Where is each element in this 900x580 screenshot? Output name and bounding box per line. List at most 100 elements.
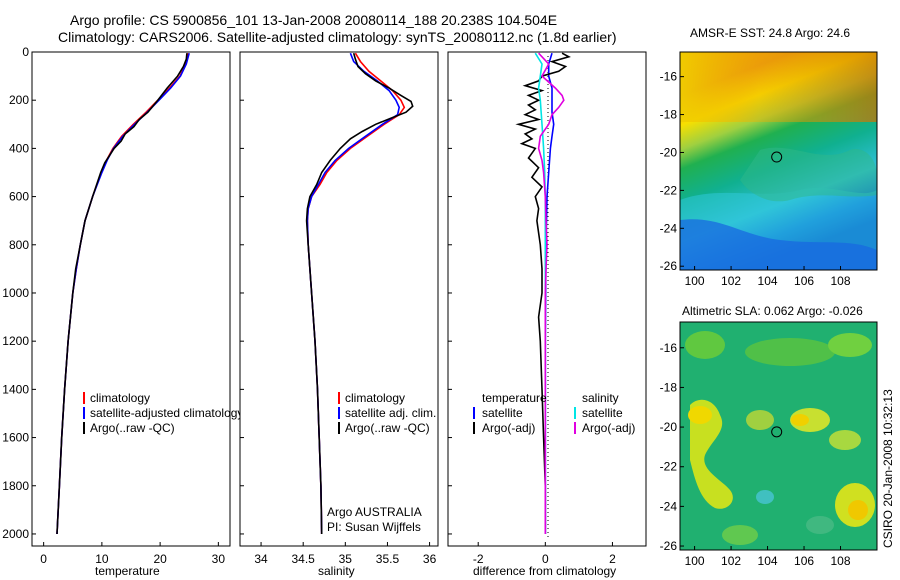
temperature-xlabel: temperature <box>95 564 160 578</box>
difference-panel: -2 0 2 difference from climatology tempera… <box>447 51 647 578</box>
salinity-legend: climatology satellite adj. clim. Argo(..… <box>338 391 436 435</box>
y-tick-label: 1800 <box>2 479 29 493</box>
y-tick-label: 1600 <box>2 431 29 445</box>
difference-xlabel: difference from climatology <box>473 564 616 578</box>
sst-field-warm <box>680 52 877 122</box>
legend-argo: Argo(..raw -QC) <box>90 421 175 435</box>
sla-yellow-band <box>690 399 733 509</box>
x-tick-label: 10 <box>95 552 109 566</box>
legend-temperature-heading: temperature <box>482 391 547 405</box>
temperature-axes <box>31 51 231 547</box>
sla-title: Altimetric SLA: 0.062 Argo: -0.026 <box>682 304 863 318</box>
sla-blob <box>745 338 835 366</box>
lon-tick-label: 104 <box>758 554 778 568</box>
sst-field-teal <box>740 147 877 202</box>
x-tick-label: 0 <box>542 552 549 566</box>
climatology-title: Climatology: CARS2006. Satellite-adjuste… <box>58 29 617 45</box>
lon-tick-label: 104 <box>758 274 778 288</box>
x-tick-label: 35 <box>339 552 353 566</box>
series-line-argo-raw-qc- <box>305 52 414 535</box>
legend-satellite: satellite-adjusted climatology <box>90 406 243 420</box>
sla-blob <box>688 406 712 424</box>
y-tick-label: 600 <box>9 190 29 204</box>
x-tick-label: 2 <box>609 552 616 566</box>
x-tick-label: -2 <box>473 552 484 566</box>
difference-legend: temperature satellite Argo(-adj) salinit… <box>473 391 635 435</box>
lon-tick-label: 106 <box>794 274 814 288</box>
lat-tick-label: -24 <box>660 221 678 235</box>
legend-temp-argo: Argo(-adj) <box>482 421 535 435</box>
y-tick-label: 800 <box>9 238 29 252</box>
profile-title: Argo profile: CS 5900856_101 13-Jan-2008… <box>70 12 558 28</box>
sla-blob <box>806 516 834 534</box>
salinity-axes <box>239 51 439 547</box>
legend-climatology: climatology <box>90 391 150 405</box>
y-tick-label: 2000 <box>2 527 29 541</box>
lon-tick-label: 106 <box>794 554 814 568</box>
lat-tick-label: -16 <box>660 341 678 355</box>
pi-note: PI: Susan Wijffels <box>327 520 421 534</box>
lat-tick-label: -26 <box>660 259 678 273</box>
sla-blob <box>829 430 861 450</box>
lat-tick-label: -22 <box>660 183 678 197</box>
legend-climatology: climatology <box>345 391 405 405</box>
timestamp-stamp: CSIRO 20-Jan-2008 10:32:13 <box>881 389 895 548</box>
lon-tick-label: 108 <box>831 274 851 288</box>
temperature-panel: 0 10 20 30 0 200 400 600 800 1000 1200 1400 1600 1800… <box>2 45 243 578</box>
difference-axes <box>447 51 647 547</box>
sla-blob <box>848 500 868 520</box>
y-tick-label: 1200 <box>2 334 29 348</box>
sla-blob <box>791 414 809 426</box>
x-tick-label: 34 <box>254 552 268 566</box>
x-tick-label: 20 <box>153 552 167 566</box>
sla-argo-marker <box>771 426 783 438</box>
lat-tick-label: -16 <box>660 70 678 84</box>
salinity-panel: 34 34.5 35 35.5 36 salinity climatology sate… <box>239 51 439 578</box>
sst-field-blue <box>680 219 877 270</box>
sst-argo-marker <box>771 151 783 163</box>
x-tick-label: 0 <box>40 552 47 566</box>
lat-tick-label: -26 <box>660 539 678 553</box>
x-tick-label: 30 <box>212 552 226 566</box>
lon-tick-label: 102 <box>721 554 741 568</box>
lat-tick-label: -18 <box>660 108 678 122</box>
sst-title: AMSR-E SST: 24.8 Argo: 24.6 <box>690 26 850 40</box>
lon-tick-label: 100 <box>685 554 705 568</box>
sla-map: Altimetric SLA: 0.062 Argo: -0.026 100 10… <box>660 304 878 568</box>
series-line-argo-raw-qc- <box>56 53 188 535</box>
x-tick-label: 35.5 <box>376 552 400 566</box>
x-tick-label: 36 <box>423 552 437 566</box>
lat-tick-label: -20 <box>660 420 678 434</box>
legend-argo: Argo(..raw -QC) <box>345 421 430 435</box>
legend-salinity-heading: salinity <box>582 391 619 405</box>
lat-tick-label: -22 <box>660 460 678 474</box>
sla-blob <box>722 525 758 545</box>
lon-tick-label: 100 <box>685 274 705 288</box>
argo-program-note: Argo AUSTRALIA <box>327 505 422 519</box>
sla-blob <box>828 333 872 357</box>
salinity-xlabel: salinity <box>318 564 355 578</box>
y-tick-label: 400 <box>9 141 29 155</box>
legend-satellite: satellite adj. clim. <box>345 406 436 420</box>
lat-tick-label: -18 <box>660 380 678 394</box>
legend-sal-argo: Argo(-adj) <box>582 421 635 435</box>
series-line-salinity-argo-adj- <box>537 52 565 534</box>
x-tick-label: 34.5 <box>292 552 316 566</box>
legend-sal-satellite: satellite <box>582 406 623 420</box>
sla-blob <box>746 410 774 430</box>
y-tick-label: 200 <box>9 93 29 107</box>
sst-map: AMSR-E SST: 24.8 Argo: 24.6 100 102 104 106… <box>660 26 878 288</box>
sst-axes <box>679 51 878 271</box>
sla-blob <box>756 490 774 504</box>
lon-tick-label: 102 <box>721 274 741 288</box>
temperature-legend: climatology satellite-adjusted climatolo… <box>83 391 243 435</box>
y-tick-label: 0 <box>22 45 29 59</box>
sla-axes <box>679 321 878 551</box>
series-line-temperature-argo-adj- <box>515 52 571 534</box>
y-tick-label: 1400 <box>2 382 29 396</box>
lon-tick-label: 108 <box>831 554 851 568</box>
lat-tick-label: -20 <box>660 145 678 159</box>
y-tick-label: 1000 <box>2 286 29 300</box>
sla-blob <box>685 331 725 359</box>
